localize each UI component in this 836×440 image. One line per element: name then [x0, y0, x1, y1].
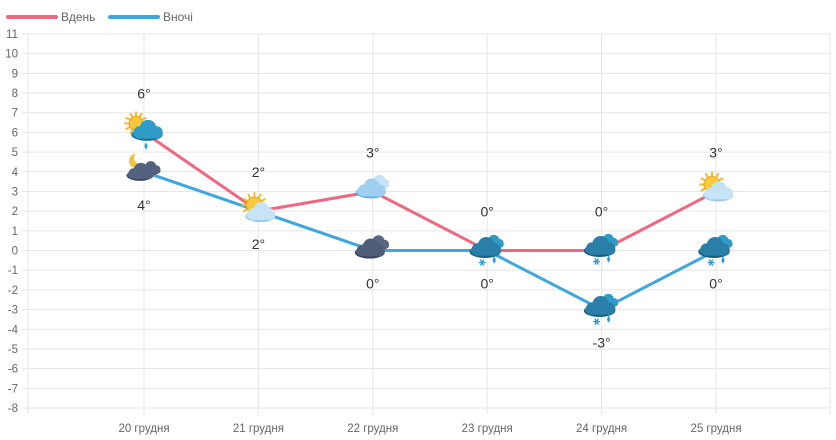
series-line-night: [143, 170, 717, 312]
sun-cloud-icon: [241, 192, 276, 223]
legend[interactable]: Вдень Вночі: [6, 10, 193, 24]
y-tick-label: -7: [8, 383, 18, 395]
y-tick-label: 1: [12, 226, 18, 238]
y-tick-label: 9: [12, 68, 18, 80]
x-tick-label: 23 грудня: [462, 423, 513, 435]
legend-item-day[interactable]: Вдень: [6, 10, 95, 24]
cloud-snow-icon: [698, 234, 733, 266]
legend-item-night[interactable]: Вночі: [108, 10, 193, 24]
night-value-label: 0°: [481, 276, 494, 292]
y-tick-label: 0: [12, 246, 18, 258]
legend-label-day: Вдень: [61, 10, 95, 24]
y-tick-label: -2: [8, 285, 18, 297]
cloud-icon: [355, 174, 390, 199]
y-tick-label: 4: [12, 167, 19, 179]
y-tick-label: -4: [8, 324, 19, 336]
y-tick-label: 2: [12, 206, 18, 218]
day-value-label: 0°: [481, 204, 494, 220]
night-value-label: 4°: [137, 197, 150, 213]
x-tick-label: 25 грудня: [690, 423, 741, 435]
y-tick-label: 11: [6, 29, 18, 41]
day-value-label: 6°: [137, 85, 150, 101]
night-value-label: 2°: [252, 236, 265, 252]
night-value-label: 0°: [709, 276, 722, 292]
night-value-label: -3°: [593, 335, 611, 351]
y-tick-label: 6: [12, 127, 18, 139]
day-value-label: 0°: [595, 204, 608, 220]
weather-icons: [124, 111, 733, 325]
y-tick-label: -8: [8, 403, 18, 415]
y-tick-label: 5: [12, 147, 18, 159]
y-tick-label: -1: [8, 265, 18, 277]
x-tick-label: 20 грудня: [118, 423, 169, 435]
y-tick-label: 10: [5, 49, 18, 61]
x-tick-label: 24 грудня: [576, 423, 627, 435]
cloud-snow-icon: [583, 233, 619, 265]
series-line-day: [143, 131, 717, 253]
legend-label-night: Вночі: [163, 10, 193, 24]
series: [143, 131, 717, 312]
sun-cloud-rain-icon: [124, 111, 163, 150]
night-value-label: 0°: [366, 276, 379, 292]
dark-cloud-icon: [354, 235, 390, 259]
day-value-label: 3°: [709, 144, 722, 160]
y-tick-label: 3: [12, 186, 18, 198]
cloud-snow-icon: [583, 293, 619, 325]
value-labels: 6° 4° 2° 2° 3° 0° 0° 0° 0° -3° 3° 0°: [137, 85, 722, 350]
y-tick-label: -5: [8, 344, 18, 356]
cloud-snow-icon: [469, 234, 504, 266]
day-value-label: 2°: [252, 164, 265, 180]
x-tick-label: 21 грудня: [233, 423, 284, 435]
x-tick-label: 22 грудня: [347, 423, 398, 435]
sun-cloud-icon: [699, 171, 733, 202]
y-tick-label: 8: [12, 88, 18, 100]
y-tick-label: -3: [8, 305, 18, 317]
day-value-label: 3°: [366, 144, 379, 160]
moon-cloud-icon: [126, 151, 161, 181]
y-tick-label: -6: [8, 364, 18, 376]
y-tick-label: 7: [12, 108, 18, 120]
